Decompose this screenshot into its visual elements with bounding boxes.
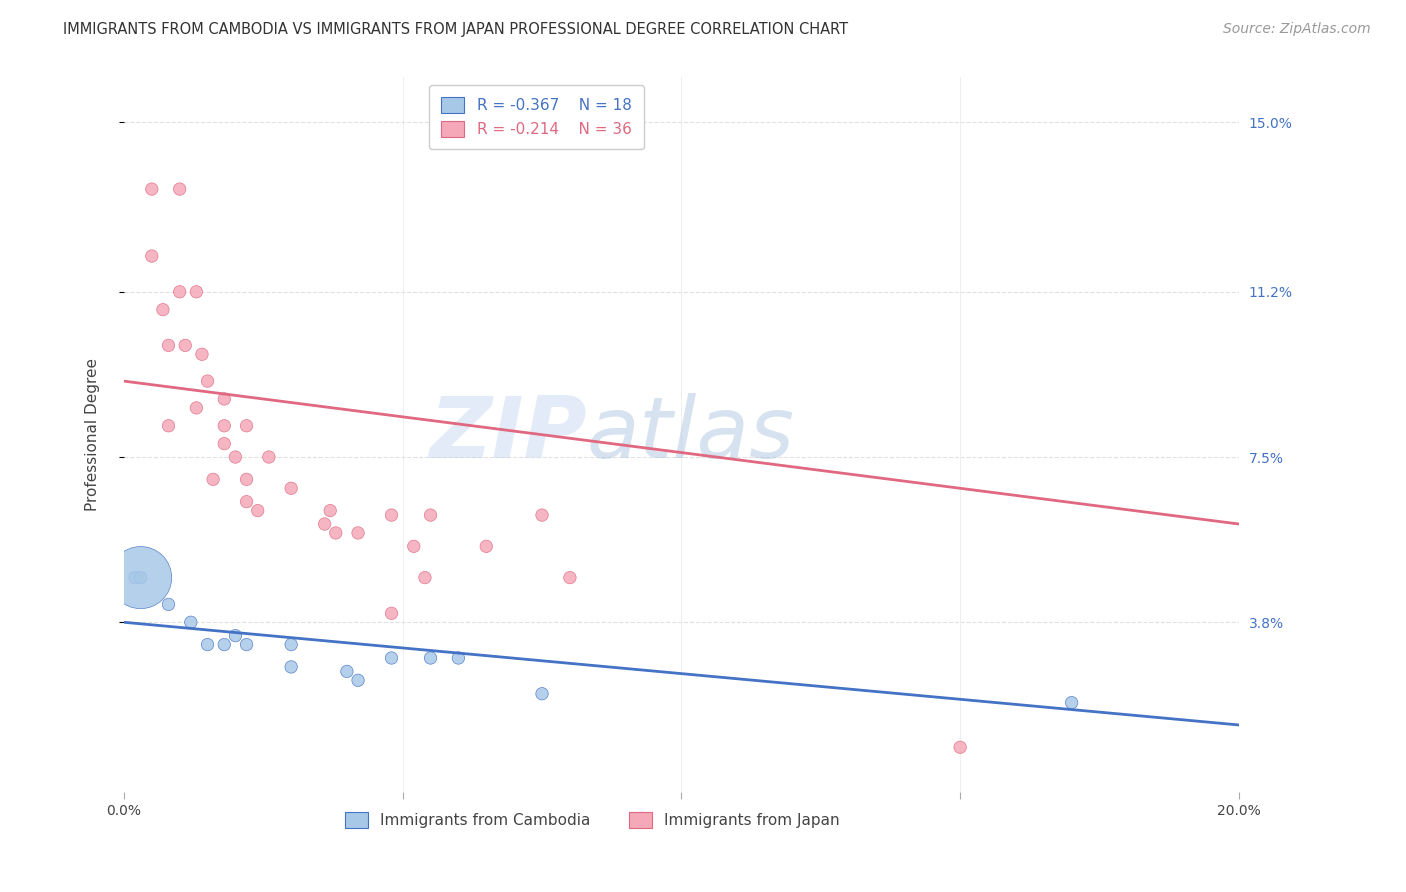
Point (191, 347, 214, 361)
Point (212, 392, 235, 406)
Point (235, 472, 257, 486)
Point (124, 571, 146, 585)
Point (212, 638, 235, 652)
Point (235, 418, 257, 433)
Text: IMMIGRANTS FROM CAMBODIA VS IMMIGRANTS FROM JAPAN PROFESSIONAL DEGREE CORRELATIO: IMMIGRANTS FROM CAMBODIA VS IMMIGRANTS F… (63, 22, 848, 37)
Point (314, 516, 336, 531)
Legend: Immigrants from Cambodia, Immigrants from Japan: Immigrants from Cambodia, Immigrants fro… (339, 806, 845, 834)
Point (141, 182, 163, 196)
Text: Source: ZipAtlas.com: Source: ZipAtlas.com (1223, 22, 1371, 37)
Point (380, 607, 402, 621)
Point (235, 638, 257, 652)
Point (347, 525, 370, 540)
Point (325, 525, 347, 540)
Point (558, 571, 581, 585)
Point (212, 418, 235, 433)
Point (380, 651, 402, 665)
Point (186, 285, 208, 299)
Point (419, 651, 441, 665)
Point (197, 638, 219, 652)
Point (402, 539, 425, 553)
Point (157, 418, 180, 433)
Point (169, 182, 191, 196)
Point (280, 638, 302, 652)
Point (224, 629, 246, 643)
Point (531, 687, 554, 701)
Point (212, 436, 235, 450)
Point (319, 503, 342, 517)
Point (447, 651, 470, 665)
Point (186, 401, 208, 415)
Y-axis label: Professional Degree: Professional Degree (86, 359, 100, 511)
Point (157, 338, 180, 352)
Point (531, 508, 554, 522)
Point (419, 508, 441, 522)
Point (280, 660, 302, 674)
Point (475, 539, 498, 553)
Point (246, 503, 269, 517)
Point (380, 508, 402, 522)
Point (257, 450, 280, 464)
Point (197, 374, 219, 388)
Point (129, 571, 152, 585)
Point (157, 598, 180, 612)
Point (235, 494, 257, 508)
Point (180, 615, 202, 630)
Point (280, 481, 302, 495)
Point (152, 302, 174, 317)
Point (413, 571, 436, 585)
Point (129, 571, 152, 585)
Point (169, 285, 191, 299)
Text: atlas: atlas (586, 393, 794, 476)
Point (336, 665, 359, 679)
Point (202, 472, 225, 486)
Point (174, 338, 197, 352)
Point (1060, 696, 1083, 710)
Point (224, 450, 246, 464)
Point (141, 249, 163, 263)
Text: ZIP: ZIP (429, 393, 586, 476)
Point (949, 740, 972, 755)
Point (347, 673, 370, 688)
